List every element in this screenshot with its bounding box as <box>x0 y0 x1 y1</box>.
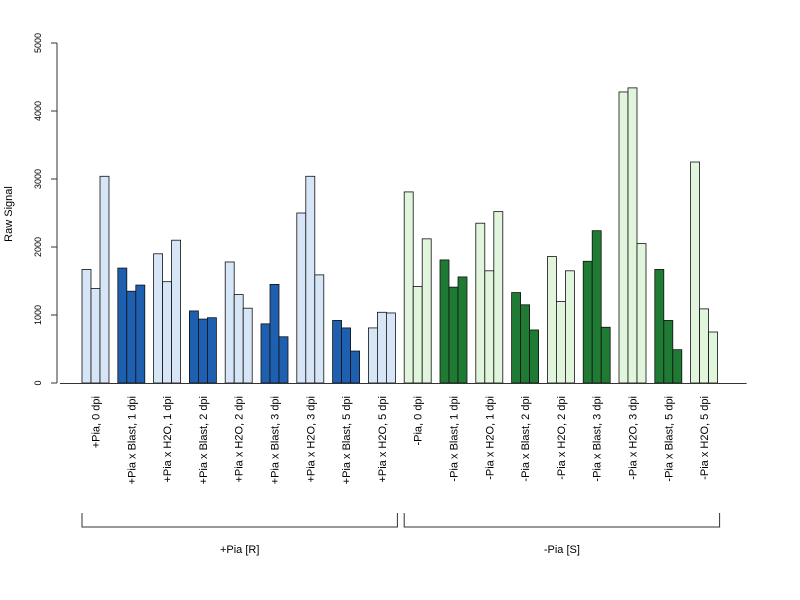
bar <box>475 222 486 384</box>
category-label: +Pia x H2O, 1 dpi <box>162 396 174 483</box>
bar <box>90 288 101 384</box>
y-tick-label: 2000 <box>33 237 43 257</box>
bar <box>269 283 280 384</box>
category-label: +Pia x Blast, 2 dpi <box>198 396 210 484</box>
category-label: -Pia x Blast, 2 dpi <box>520 396 532 482</box>
group-bracket <box>403 513 721 528</box>
bar <box>457 276 468 384</box>
bar <box>493 211 504 384</box>
category-label: -Pia x Blast, 1 dpi <box>449 396 461 482</box>
bar <box>206 317 217 384</box>
bar <box>448 286 459 384</box>
bar <box>135 284 146 384</box>
group-label: +Pia [R] <box>220 544 259 556</box>
category-label: +Pia x Blast, 5 dpi <box>341 396 353 484</box>
category-label: -Pia x Blast, 3 dpi <box>592 396 604 482</box>
y-tick-label: 4000 <box>33 101 43 121</box>
bar <box>627 87 638 384</box>
bar <box>672 349 683 384</box>
y-axis: 0 1000 2000 3000 4000 5000 <box>33 33 58 386</box>
bar <box>314 274 325 384</box>
bars <box>81 87 718 384</box>
y-axis-label: Raw Signal <box>3 186 15 242</box>
y-tick-label: 3000 <box>33 169 43 189</box>
bar <box>350 350 361 384</box>
bar <box>699 308 709 384</box>
category-label: +Pia x H2O, 5 dpi <box>377 396 389 483</box>
bar <box>412 286 423 384</box>
bar <box>224 261 235 384</box>
group-brackets: +Pia [R] -Pia [S] <box>81 513 721 556</box>
bar <box>582 260 593 384</box>
category-label: -Pia x H2O, 5 dpi <box>699 396 711 480</box>
bar <box>520 304 530 384</box>
bar <box>376 311 387 384</box>
bar <box>117 267 128 384</box>
bar <box>591 230 602 384</box>
bar <box>565 270 575 384</box>
group-label: -Pia [S] <box>544 544 580 556</box>
bar <box>439 259 450 384</box>
bar <box>708 331 718 384</box>
bar <box>385 312 396 384</box>
bar <box>663 320 674 384</box>
category-label: -Pia x H2O, 2 dpi <box>556 396 568 480</box>
bar <box>341 327 352 384</box>
bar <box>99 175 110 384</box>
bar <box>305 175 316 384</box>
bar <box>636 243 647 384</box>
bar <box>367 327 378 384</box>
bar <box>547 256 557 384</box>
category-label: -Pia x H2O, 1 dpi <box>484 396 496 480</box>
bar <box>600 326 611 384</box>
category-label: +Pia x Blast, 3 dpi <box>270 396 282 484</box>
category-label: +Pia, 0 dpi <box>91 396 103 448</box>
bar <box>332 320 343 384</box>
bar <box>421 238 432 384</box>
bar <box>690 161 700 384</box>
bar <box>278 336 289 384</box>
bar <box>403 191 414 384</box>
bar <box>529 329 539 384</box>
bar <box>556 300 566 384</box>
bar <box>260 323 271 384</box>
category-label: +Pia x H2O, 3 dpi <box>305 396 317 483</box>
category-label: +Pia x Blast, 1 dpi <box>126 396 138 484</box>
bar <box>296 212 307 384</box>
y-tick-label: 5000 <box>33 33 43 53</box>
y-tick-label: 1000 <box>33 305 43 325</box>
bar <box>162 281 173 384</box>
bar <box>171 239 182 384</box>
bar <box>511 292 522 384</box>
category-label: -Pia x Blast, 5 dpi <box>663 396 675 482</box>
bar <box>81 269 92 384</box>
group-bracket <box>81 513 398 528</box>
category-label: -Pia, 0 dpi <box>413 396 425 446</box>
bar <box>153 253 164 384</box>
bar <box>242 307 253 384</box>
category-label: -Pia x H2O, 3 dpi <box>628 396 640 480</box>
y-tick-label: 0 <box>33 380 43 385</box>
category-labels: +Pia, 0 dpi +Pia x Blast, 1 dpi +Pia x H2O… <box>91 396 712 484</box>
bar <box>126 290 137 384</box>
bar <box>618 91 629 384</box>
category-label: +Pia x H2O, 2 dpi <box>234 396 246 483</box>
bar <box>233 294 244 384</box>
bar <box>484 270 495 384</box>
bar <box>197 318 208 384</box>
bar <box>654 269 665 384</box>
bar <box>188 310 199 384</box>
